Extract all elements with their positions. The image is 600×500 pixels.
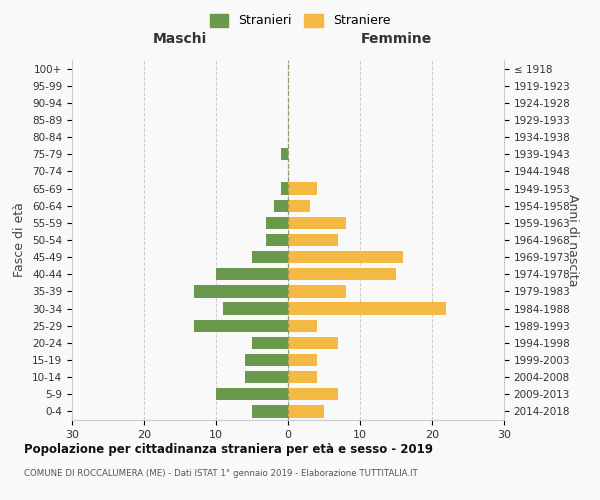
- Bar: [245, 371, 288, 384]
- Text: Maschi: Maschi: [153, 32, 207, 46]
- Bar: [288, 406, 324, 417]
- Bar: [252, 336, 288, 349]
- Bar: [266, 234, 288, 246]
- Bar: [281, 182, 288, 194]
- Text: COMUNE DI ROCCALUMERA (ME) - Dati ISTAT 1° gennaio 2019 - Elaborazione TUTTITALI: COMUNE DI ROCCALUMERA (ME) - Dati ISTAT …: [24, 469, 418, 478]
- Bar: [288, 320, 317, 332]
- Bar: [281, 148, 288, 160]
- Bar: [288, 268, 396, 280]
- Bar: [288, 302, 446, 314]
- Bar: [288, 200, 310, 212]
- Bar: [194, 320, 288, 332]
- Bar: [288, 216, 346, 229]
- Bar: [252, 406, 288, 417]
- Bar: [288, 234, 338, 246]
- Bar: [288, 336, 338, 349]
- Bar: [288, 354, 317, 366]
- Bar: [288, 371, 317, 384]
- Y-axis label: Anni di nascita: Anni di nascita: [566, 194, 579, 286]
- Text: Popolazione per cittadinanza straniera per età e sesso - 2019: Popolazione per cittadinanza straniera p…: [24, 442, 433, 456]
- Legend: Stranieri, Straniere: Stranieri, Straniere: [207, 11, 393, 30]
- Y-axis label: Fasce di età: Fasce di età: [13, 202, 26, 278]
- Bar: [252, 251, 288, 264]
- Bar: [216, 388, 288, 400]
- Bar: [288, 286, 346, 298]
- Text: Femmine: Femmine: [361, 32, 431, 46]
- Bar: [288, 182, 317, 194]
- Bar: [223, 302, 288, 314]
- Bar: [194, 286, 288, 298]
- Bar: [288, 251, 403, 264]
- Bar: [288, 388, 338, 400]
- Bar: [216, 268, 288, 280]
- Bar: [274, 200, 288, 212]
- Bar: [245, 354, 288, 366]
- Bar: [266, 216, 288, 229]
